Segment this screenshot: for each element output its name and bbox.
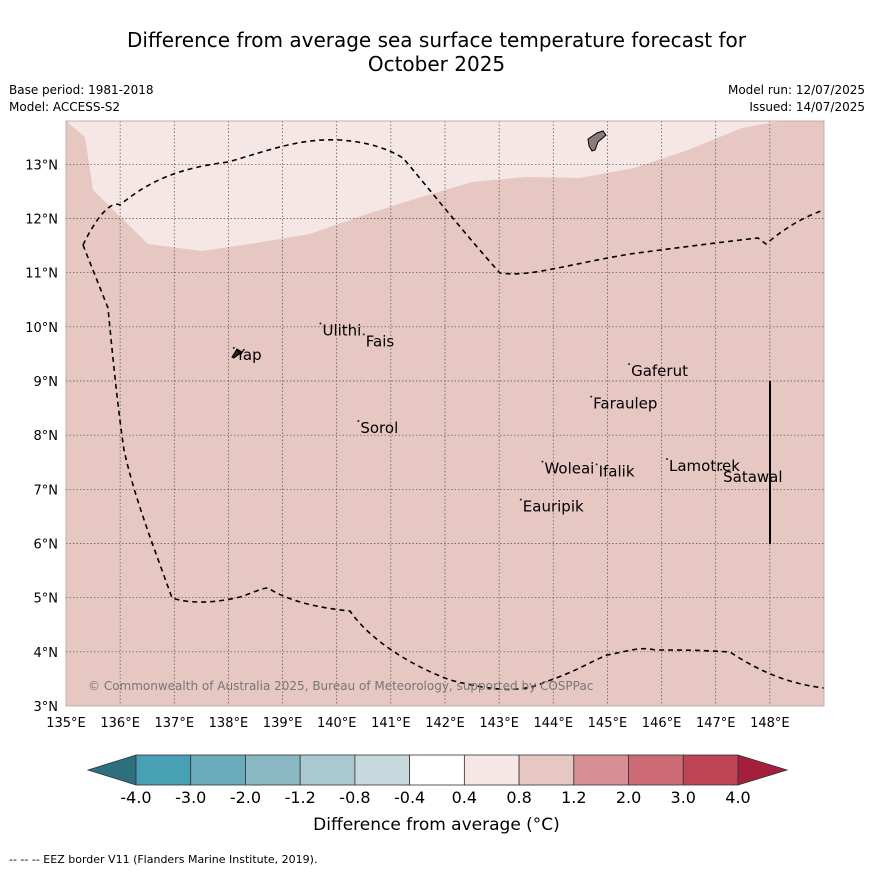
place-label: Ulithi	[322, 322, 361, 340]
model-name: Model: ACCESS-S2	[9, 100, 121, 114]
lat-tick-label: 5°N	[34, 592, 59, 607]
place-label: Eauripik	[523, 498, 584, 516]
copyright-notice: © Commonwealth of Australia 2025, Bureau…	[88, 679, 593, 693]
lat-tick-label: 10°N	[25, 321, 58, 336]
lon-tick-label: 140°E	[317, 716, 357, 731]
place-marker	[590, 395, 593, 398]
lon-tick-label: 139°E	[263, 716, 303, 731]
colorbar-tick-label: 0.4	[452, 788, 477, 807]
place-label: Faraulep	[593, 395, 657, 413]
lon-tick-label: 135°E	[46, 716, 86, 731]
lon-tick-label: 146°E	[642, 716, 682, 731]
place-marker	[232, 346, 235, 349]
colorbar-extend-high	[737, 754, 789, 786]
lat-tick-label: 6°N	[34, 538, 59, 553]
graticule	[66, 121, 824, 706]
title-line-2: October 2025	[367, 52, 506, 76]
colorbar-swatch	[245, 754, 301, 786]
place-labels: Yap Ulithi Fais Sorol Gaferut Faraulep Woleai I…	[232, 322, 783, 516]
lat-tick-label: 12°N	[25, 213, 58, 228]
colorbar-tick-label: 0.8	[506, 788, 531, 807]
place-label: Gaferut	[631, 362, 688, 380]
place-label: Fais	[366, 332, 395, 350]
place-label: Satawal	[723, 468, 782, 486]
map-frame	[65, 120, 825, 707]
place-marker	[362, 333, 365, 336]
eez-legend-note: -- -- -- EEZ border V11 (Flanders Marine…	[9, 853, 318, 866]
lon-tick-label: 142°E	[425, 716, 465, 731]
title-line-1: Difference from average sea surface temp…	[126, 28, 746, 52]
lon-tick-label: 138°E	[209, 716, 249, 731]
colorbar-swatch	[463, 754, 520, 786]
colorbar-tick-label: -1.2	[285, 788, 316, 807]
lat-tick-label: 13°N	[25, 158, 58, 173]
issued-date: Issued: 14/07/2025	[749, 100, 865, 114]
guam-island	[587, 130, 607, 152]
place-marker	[628, 363, 631, 366]
colorbar-tick-label: -0.4	[394, 788, 425, 807]
place-label: Lamotrek	[669, 457, 740, 475]
colorbar-tick-label: 3.0	[671, 788, 696, 807]
place-marker	[665, 457, 668, 460]
meta-left: Base period: 1981-2018 Model: ACCESS-S2	[9, 82, 154, 116]
lon-tick-label: 136°E	[100, 716, 140, 731]
colorbar-tick-label: -4.0	[120, 788, 151, 807]
colorbar-swatch	[518, 754, 575, 786]
colorbar-swatch	[628, 754, 684, 786]
map-area: Yap Ulithi Fais Sorol Gaferut Faraulep Woleai I…	[66, 121, 824, 706]
lat-tick-label: 4°N	[34, 646, 59, 661]
place-label: Ifalik	[599, 462, 635, 480]
colorbar-swatch	[190, 754, 246, 786]
eez-border-north	[82, 138, 824, 275]
place-marker	[357, 420, 360, 423]
place-label: Yap	[235, 346, 262, 364]
lon-tick-label: 141°E	[371, 716, 411, 731]
colorbar-tick-label: 4.0	[725, 788, 750, 807]
colorbar-tick-label: -0.8	[339, 788, 370, 807]
yap-island	[231, 348, 243, 359]
place-marker	[541, 460, 544, 463]
place-label: Sorol	[360, 419, 398, 437]
lon-tick-label: 143°E	[479, 716, 519, 731]
lat-tick-label: 11°N	[25, 267, 58, 282]
lat-tick-label: 3°N	[34, 700, 59, 715]
place-marker	[595, 463, 598, 466]
lat-tick-label: 9°N	[34, 375, 59, 390]
lon-tick-label: 148°E	[750, 716, 790, 731]
colorbar-tick-label: 2.0	[616, 788, 641, 807]
axis-labels: 135°E 136°E 137°E 138°E 139°E 140°E 141°E 142°E…	[25, 158, 789, 731]
lat-tick-label: 7°N	[34, 483, 59, 498]
model-run: Model run: 12/07/2025	[727, 83, 865, 97]
eez-border-south	[82, 244, 824, 691]
lon-tick-label: 145°E	[588, 716, 628, 731]
colorbar-label: Difference from average (°C)	[313, 815, 560, 835]
place-label: Woleai	[544, 460, 594, 478]
lon-tick-label: 144°E	[534, 716, 574, 731]
colorbar-tick-label: -3.0	[175, 788, 206, 807]
colorbar: -4.0 -3.0 -2.0 -1.2 -0.8 -0.4 0.4 0.8 1.2 2.0 3.0 4…	[86, 754, 789, 807]
colorbar-swatch	[409, 754, 465, 786]
colorbar-extend-low	[86, 754, 137, 786]
lon-tick-label: 137°E	[155, 716, 195, 731]
colorbar-swatch	[299, 754, 356, 786]
base-period: Base period: 1981-2018	[9, 83, 154, 97]
colorbar-swatch	[573, 754, 629, 786]
chart-title: Difference from average sea surface temp…	[0, 28, 873, 76]
colorbar-swatch	[354, 754, 411, 786]
place-marker	[720, 468, 723, 471]
colorbar-swatch	[682, 754, 739, 786]
colorbar-swatch	[135, 754, 192, 786]
lon-tick-label: 147°E	[696, 716, 736, 731]
place-marker	[519, 498, 522, 501]
place-marker	[319, 322, 322, 325]
lat-tick-label: 8°N	[34, 429, 59, 444]
meta-right: Model run: 12/07/2025 Issued: 14/07/2025	[728, 82, 865, 116]
colorbar-tick-label: 1.2	[561, 788, 586, 807]
colorbar-tick-label: -2.0	[230, 788, 261, 807]
